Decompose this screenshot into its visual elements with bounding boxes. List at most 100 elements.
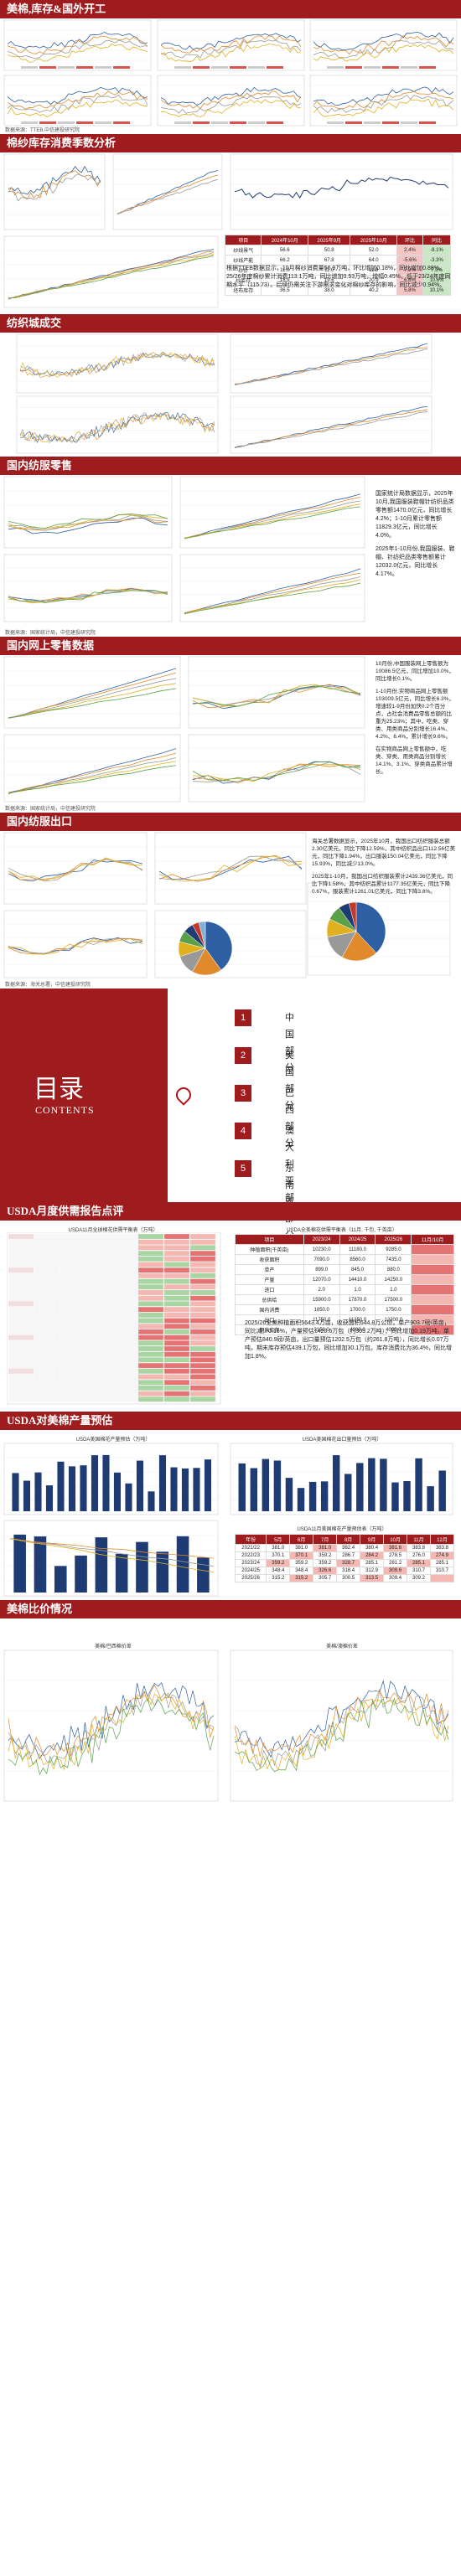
table-cell [34, 1374, 60, 1380]
table-cell: 15900.0 [303, 1294, 340, 1305]
legend-swatch [21, 66, 38, 69]
table-row: 2022/23 370.1 370.1 359.2 286.7 284.2 278.5 276… [234, 1551, 455, 1560]
table-cell: 4200.0 [339, 1324, 376, 1335]
bar [427, 1486, 434, 1511]
table-cell [60, 1385, 86, 1391]
table-cell [60, 1362, 86, 1369]
bar [113, 1472, 122, 1511]
table-cell: 5.8% [396, 285, 423, 296]
legend-swatch [39, 121, 56, 124]
bar [391, 1482, 399, 1511]
table-header: 项目 [224, 235, 262, 245]
table-header: 5月 [266, 1534, 291, 1545]
chart-frame [3, 19, 152, 71]
series-line [8, 765, 177, 794]
table-cell [34, 1334, 60, 1340]
series-line [8, 857, 143, 881]
table-cell: 348.4 [289, 1567, 314, 1575]
series-line [234, 1690, 449, 1757]
table-cell [85, 1324, 112, 1329]
series-line [8, 683, 177, 719]
table-row: 纱库存 18.9 19.6 20.9 6.6% 10.6% [224, 275, 452, 286]
chart-panel [3, 832, 307, 978]
table-cell [163, 1374, 190, 1380]
table-cell [111, 1256, 138, 1262]
table-row: 进口 2.0 1.0 1.0 [235, 1284, 454, 1295]
table-cell: 14250.0 [375, 1274, 412, 1285]
table-cell: 7.3% [422, 265, 452, 276]
bar [344, 1474, 352, 1511]
table-cell [34, 1362, 60, 1369]
table-cell [8, 1345, 34, 1352]
retail-charts [3, 476, 365, 622]
section-export: 国内纺服出口 海关总署数据显示，2025年10月，我国出口纺织服装总额2.30亿… [0, 813, 461, 989]
table-cell [34, 1250, 60, 1257]
table-cell [163, 1278, 190, 1284]
table-cell [137, 1345, 164, 1352]
table-cell [34, 1239, 60, 1245]
bar [80, 1465, 87, 1511]
table-cell [8, 1267, 34, 1273]
bar [12, 1473, 19, 1511]
table-cell: 10230.0 [303, 1244, 340, 1255]
section-banner: 国内网上零售数据 [0, 637, 461, 655]
table-cell [163, 1250, 190, 1257]
series-line [19, 411, 215, 444]
table-cell [189, 1396, 216, 1402]
legend-swatch [211, 121, 228, 124]
table-cell [411, 1274, 454, 1285]
export-text: 海关总署数据显示，2025年10月，我国出口纺织服装总额2.30亿美元，同比下降… [312, 838, 456, 901]
series-line [8, 514, 168, 531]
table-row: 国内消费 1850.0 1700.0 1750.0 [235, 1304, 454, 1315]
chart-frame [188, 734, 365, 803]
table-cell [34, 1345, 60, 1352]
table-cell [137, 1306, 164, 1313]
table-cell [163, 1368, 190, 1374]
series-line [9, 1538, 215, 1559]
table-cell [411, 1264, 454, 1275]
series-line [7, 35, 148, 54]
table-cell [163, 1340, 190, 1346]
table-cell: 2021/22 [234, 1544, 267, 1552]
prod-left-title: USDA美国棉花产量预估（万吨） [75, 1438, 151, 1443]
series-line [8, 672, 177, 719]
table-cell [8, 1284, 34, 1290]
table-row: 纱线景气 56.6 50.8 52.0 2.4% -8.1% [224, 245, 452, 256]
table-cell: 种植面积(千英亩) [235, 1244, 304, 1255]
table-header: 9月 [360, 1534, 385, 1545]
series-line [313, 95, 454, 114]
table-cell [163, 1380, 190, 1386]
table-cell [189, 1301, 216, 1307]
table-cell [411, 1254, 454, 1265]
series-line [234, 1688, 449, 1767]
toc-item-label: 美国部分 [285, 1051, 294, 1111]
source-note: 数据来源：TTEB,中信建投研究院 [5, 128, 80, 133]
table-cell [189, 1345, 216, 1352]
table-cell [85, 1312, 112, 1318]
table-cell: 305.7 [313, 1574, 338, 1582]
table-cell [85, 1351, 112, 1357]
table-cell [163, 1391, 190, 1396]
online-text-2: 1-10月份,实物商品网上零售额103009.5亿元，同比增长6.3%，增速较1… [376, 689, 454, 740]
table-cell [411, 1244, 454, 1255]
section-toc: 目录 CONTENTS 1中国部分2美国部分3巴西部分4澳大利亚部分5东南亚部分 [0, 989, 461, 1241]
table-cell [189, 1340, 216, 1346]
table-cell [8, 1329, 34, 1335]
series-line [19, 351, 215, 376]
table-cell: 276.0 [407, 1551, 431, 1560]
table-header: 11月 [407, 1534, 431, 1545]
table-cell [60, 1306, 86, 1313]
table-cell [111, 1329, 138, 1335]
table-cell [8, 1233, 34, 1240]
table-cell [34, 1301, 60, 1307]
table-cell [111, 1250, 138, 1257]
chart-frame [3, 153, 106, 230]
bar [57, 1461, 65, 1511]
table-row: 种植面积(千英亩) 10230.0 11180.0 9285.0 [235, 1244, 454, 1255]
table-cell [34, 1351, 60, 1357]
table-header: 年份 [234, 1534, 267, 1545]
chart-frame [230, 395, 433, 454]
table-cell: 64.0 [350, 255, 397, 266]
table-cell [34, 1256, 60, 1262]
legend-swatch [174, 66, 191, 69]
